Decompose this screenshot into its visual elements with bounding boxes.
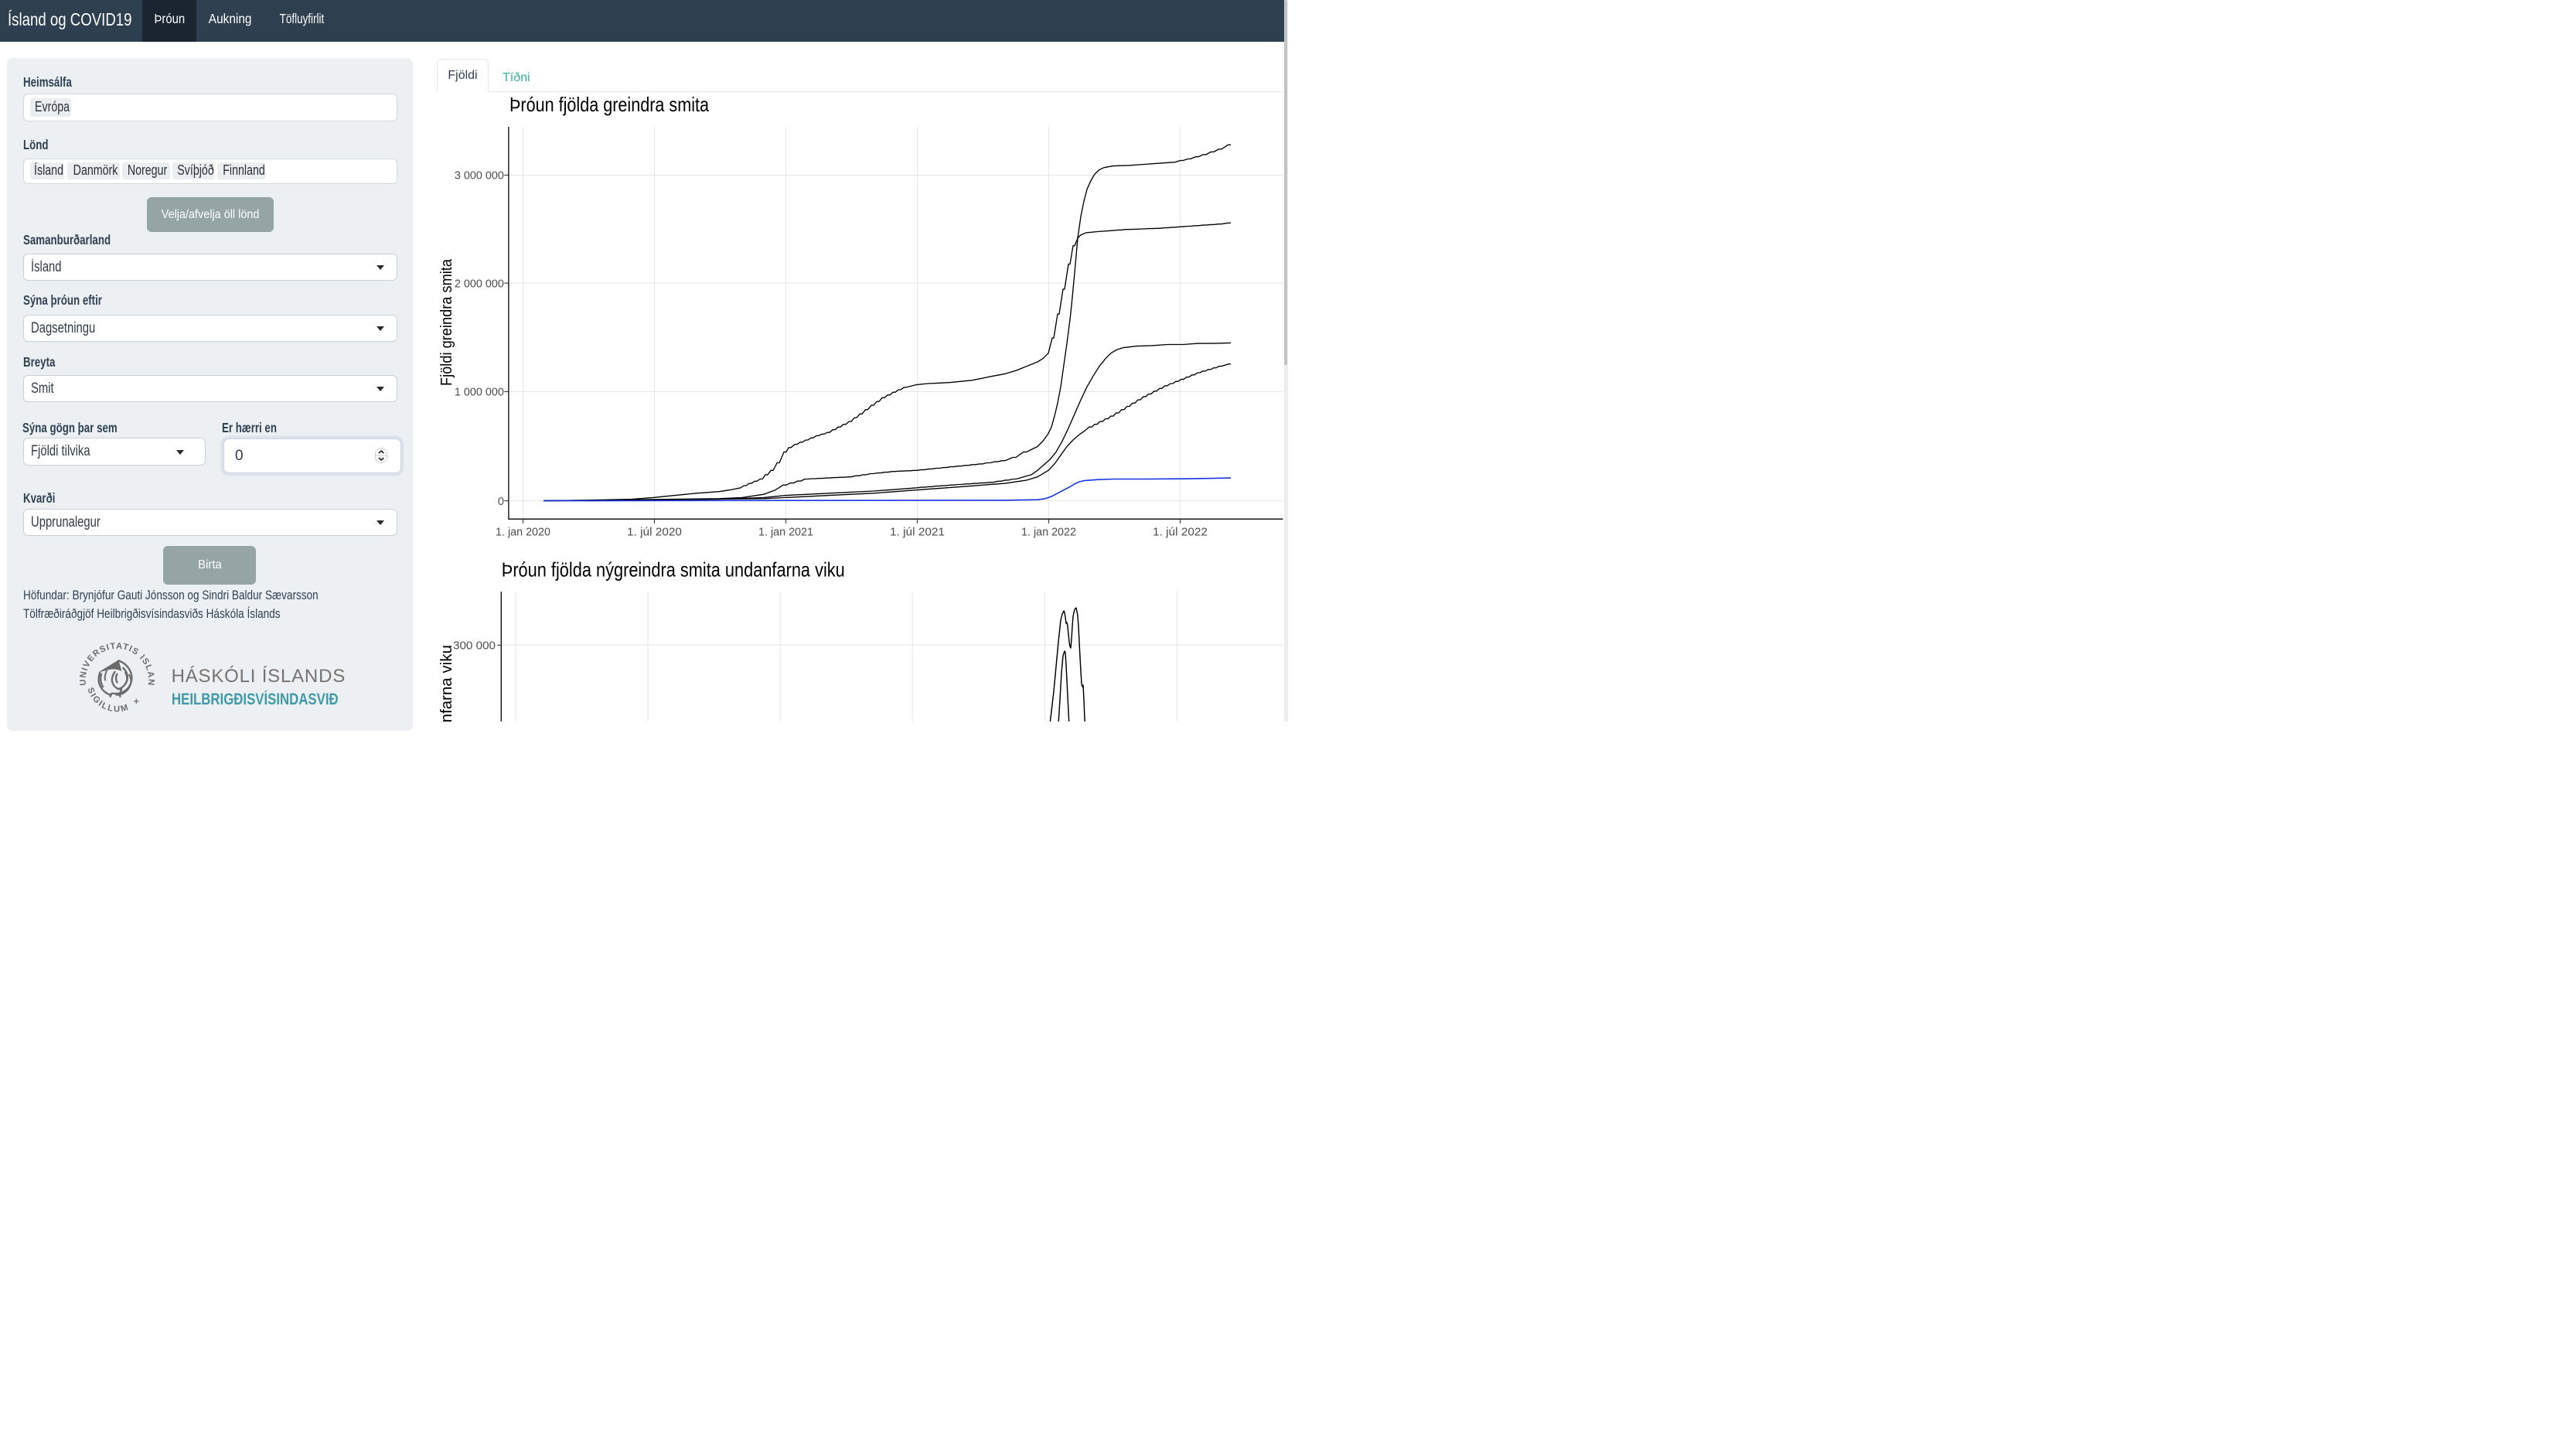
svg-text:1. jan 2022: 1. jan 2022 (1021, 526, 1076, 538)
svg-text:1. jan 2020: 1. jan 2020 (496, 526, 550, 538)
svg-text:Fjöldi nýgreindra smita undanf: Fjöldi nýgreindra smita undanfarna viku (438, 645, 455, 722)
svg-text:Þróun fjölda greindra smita: Þróun fjölda greindra smita (509, 93, 709, 116)
svg-text:Þróun fjölda nýgreindra smita: Þróun fjölda nýgreindra smita undanfarna… (502, 558, 845, 582)
svg-text:300 000: 300 000 (453, 640, 496, 653)
svg-text:1. júl 2020: 1. júl 2020 (627, 526, 682, 538)
svg-text:0: 0 (498, 496, 504, 508)
svg-text:1. júl 2021: 1. júl 2021 (890, 526, 945, 538)
svg-text:3 000 000: 3 000 000 (455, 170, 504, 183)
svg-text:2 000 000: 2 000 000 (455, 278, 504, 290)
svg-text:SIGILLUM ×: SIGILLUM × (85, 686, 142, 714)
svg-text:1 000 000: 1 000 000 (455, 387, 504, 399)
svg-text:1. júl 2022: 1. júl 2022 (1153, 526, 1208, 538)
svg-text:1. jan 2021: 1. jan 2021 (758, 526, 813, 538)
svg-text:Fjöldi greindra smita: Fjöldi greindra smita (438, 258, 455, 386)
